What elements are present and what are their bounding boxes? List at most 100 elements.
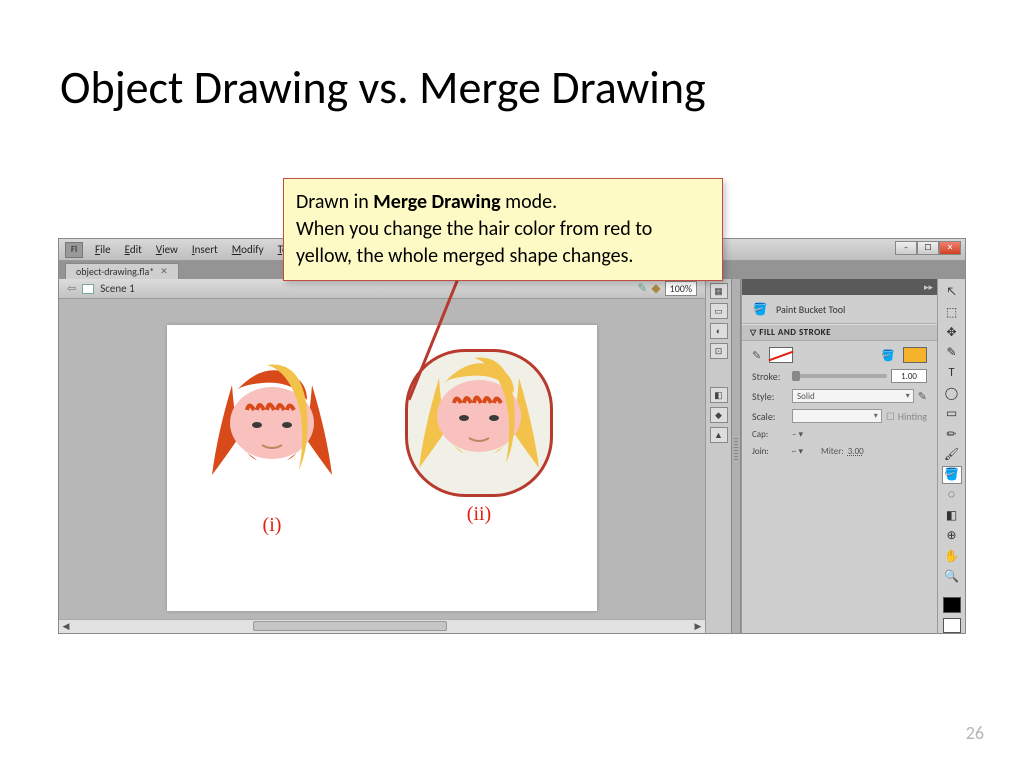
join-dropdown[interactable]: ⌐ ▾ <box>792 446 803 457</box>
document-tab-label: object-drawing.fla* <box>76 265 154 278</box>
current-tool-row: 🪣 Paint Bucket Tool <box>742 295 937 324</box>
face-i-label: (i) <box>207 514 337 537</box>
scale-dropdown[interactable] <box>792 409 882 423</box>
hand-tool[interactable]: ✋ <box>942 548 962 565</box>
scene-icon <box>82 284 94 294</box>
join-label: Join: <box>752 446 788 457</box>
side-icon-4[interactable]: ⊡ <box>710 343 728 359</box>
stroke-scale-row: Scale: ☐ Hinting <box>752 409 927 423</box>
callout-text-1c: mode. <box>501 190 558 214</box>
miter-value[interactable]: 3.00 <box>848 446 864 457</box>
hinting-label: Hinting <box>898 410 927 423</box>
face-ii-label: (ii) <box>408 503 550 526</box>
face-ii-highlight: (ii) <box>405 349 553 497</box>
side-icon-6[interactable]: ◆ <box>710 407 728 423</box>
subselection-tool[interactable]: ⬚ <box>942 303 962 320</box>
side-icon-5[interactable]: ◧ <box>710 387 728 403</box>
cap-dropdown[interactable]: – ▾ <box>792 429 803 440</box>
lasso-tool[interactable]: ✎ <box>942 344 962 361</box>
side-icon-strip: ▦ ▭ ◐ ⊡ ◧ ◆ ▲ <box>705 279 731 633</box>
style-dropdown[interactable]: Solid <box>792 389 914 403</box>
cap-label: Cap: <box>752 429 788 440</box>
style-label: Style: <box>752 390 788 403</box>
minimize-button[interactable]: – <box>895 241 917 255</box>
menu-insert[interactable]: Insert <box>186 241 224 258</box>
selection-tool[interactable]: ↖ <box>942 283 962 300</box>
ink-bottle-tool[interactable]: ◌ <box>942 487 962 504</box>
menu-view[interactable]: View <box>150 241 184 258</box>
free-transform-tool[interactable]: ✥ <box>942 324 962 341</box>
panel-resize-grip[interactable] <box>731 279 741 633</box>
stroke-color-chip[interactable] <box>943 597 961 612</box>
canvas-viewport[interactable]: (i) <box>59 299 705 619</box>
fill-color-swatch[interactable] <box>903 347 927 363</box>
fill-stroke-header[interactable]: ▽ FILL AND STROKE <box>742 324 937 341</box>
side-icon-7[interactable]: ▲ <box>710 427 728 443</box>
window-controls: – ☐ ✕ <box>895 241 961 255</box>
scene-label: Scene 1 <box>100 282 135 295</box>
menu-modify[interactable]: Modify <box>226 241 270 258</box>
panel-collapse-icon[interactable]: ▸▸ <box>924 282 933 293</box>
slide-title: Object Drawing vs. Merge Drawing <box>0 0 1024 136</box>
scene-back-icon[interactable]: ⇦ <box>67 282 76 295</box>
stage[interactable]: (i) <box>167 325 597 611</box>
edit-style-icon[interactable]: ✎ <box>918 390 927 403</box>
eyedropper-tool[interactable]: ◧ <box>942 507 962 524</box>
fill-color-chip[interactable] <box>943 618 961 633</box>
workspace-icon[interactable]: ✎ <box>637 281 647 296</box>
stroke-slider[interactable] <box>792 374 887 378</box>
menu-edit[interactable]: Edit <box>119 241 148 258</box>
text-tool[interactable]: T <box>942 364 962 381</box>
tools-palette: ↖ ⬚ ✥ ✎ T ◯ ▭ ✏ 🖌 🪣 ◌ ◧ ⊕ ✋ 🔍 <box>937 279 965 633</box>
horizontal-scrollbar[interactable]: ◀ ▶ <box>59 619 705 633</box>
close-tab-icon[interactable]: ✕ <box>160 266 168 277</box>
join-miter-row: Join: ⌐ ▾ Miter: 3.00 <box>752 446 927 457</box>
menu-file[interactable]: File <box>89 241 117 258</box>
rect-tool[interactable]: ▭ <box>942 405 962 422</box>
app-logo-icon: Fl <box>65 242 83 258</box>
side-icon-3[interactable]: ◐ <box>710 323 728 339</box>
scroll-left-icon[interactable]: ◀ <box>59 620 73 632</box>
side-icon-2[interactable]: ▭ <box>710 303 728 319</box>
callout-text-1b: Merge Drawing <box>373 190 500 214</box>
stroke-value[interactable]: 1.00 <box>891 369 927 383</box>
app-body: ⇦ Scene 1 ✎ ◆ 100% <box>59 279 965 633</box>
stroke-weight-row: Stroke: 1.00 <box>752 369 927 383</box>
stage-area: ⇦ Scene 1 ✎ ◆ 100% <box>59 279 705 633</box>
fill-color-icon: 🪣 <box>881 349 895 362</box>
symbol-edit-icon[interactable]: ◆ <box>651 281 660 296</box>
fill-stroke-body: ✎ 🪣 Stroke: 1.00 Style: Solid ✎ <box>742 341 937 463</box>
brush-tool[interactable]: 🖌 <box>942 446 962 463</box>
hinting-checkbox[interactable]: ☐ Hinting <box>886 410 927 423</box>
properties-panel: ▸▸ 🪣 Paint Bucket Tool ▽ FILL AND STROKE… <box>741 279 937 633</box>
scale-label: Scale: <box>752 410 788 423</box>
zoom-level[interactable]: 100% <box>665 281 697 296</box>
face-i-svg <box>207 355 337 495</box>
callout-text-1a: Drawn in <box>296 190 373 214</box>
eraser-tool[interactable]: ⊕ <box>942 527 962 544</box>
fill-stroke-header-label: FILL AND STROKE <box>759 327 831 338</box>
scroll-right-icon[interactable]: ▶ <box>691 620 705 632</box>
cap-join-row: Cap: – ▾ <box>752 429 927 440</box>
close-button[interactable]: ✕ <box>939 241 961 255</box>
face-ii-svg <box>414 348 544 488</box>
slide-number: 26 <box>966 722 984 744</box>
scrollbar-thumb[interactable] <box>253 621 447 631</box>
document-tab[interactable]: object-drawing.fla* ✕ <box>65 263 179 279</box>
color-swatch-row: ✎ 🪣 <box>752 347 927 363</box>
stroke-label: Stroke: <box>752 370 788 383</box>
miter-label: Miter: <box>821 446 844 457</box>
panel-tab-strip: ▸▸ <box>742 279 937 295</box>
maximize-button[interactable]: ☐ <box>917 241 939 255</box>
oval-tool[interactable]: ◯ <box>942 385 962 402</box>
stroke-color-swatch[interactable] <box>769 347 793 363</box>
stroke-style-row: Style: Solid ✎ <box>752 389 927 403</box>
pencil-tool[interactable]: ✏ <box>942 425 962 442</box>
face-i: (i) <box>207 355 337 505</box>
scene-bar-right: ✎ ◆ 100% <box>637 281 697 296</box>
paint-bucket-icon: 🪣 <box>752 301 768 317</box>
side-icon-1[interactable]: ▦ <box>710 283 728 299</box>
zoom-tool[interactable]: 🔍 <box>942 568 962 585</box>
paint-bucket-tool[interactable]: 🪣 <box>942 466 962 483</box>
flash-app-window: Fl File Edit View Insert Modify Text C –… <box>58 238 966 634</box>
